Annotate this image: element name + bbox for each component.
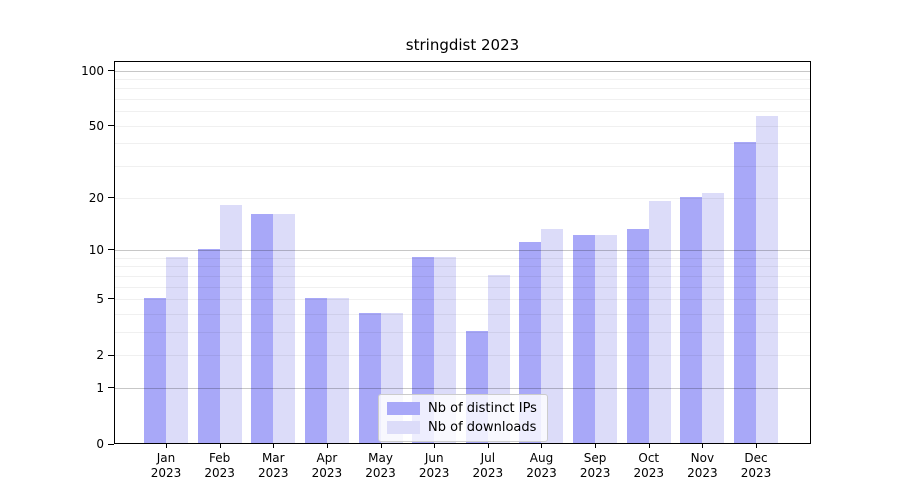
x-tick-label-may: May 2023	[365, 451, 396, 480]
x-tick-jul	[487, 444, 489, 448]
x-tick-jan	[166, 444, 167, 448]
bar-downloads-dec	[756, 115, 779, 443]
ips-color-swatch	[387, 402, 420, 415]
x-tick-aug	[541, 444, 543, 448]
bar-downloads-oct	[648, 200, 671, 443]
bar-ips-jan	[144, 298, 166, 443]
gridline-30	[115, 166, 810, 168]
gridline-50	[115, 125, 810, 127]
x-tick-jun	[434, 444, 436, 448]
y-tick-20	[108, 197, 114, 199]
gridline-20	[115, 197, 810, 199]
bar-downloads-feb	[219, 204, 242, 443]
x-tick-label-jun: Jun 2023	[418, 451, 450, 480]
gridline-4	[115, 313, 810, 315]
y-tick-label-100: 100	[81, 63, 104, 78]
bar-downloads-apr	[326, 298, 349, 443]
x-tick-label-apr: Apr 2023	[311, 451, 343, 480]
y-tick-label-10: 10	[88, 242, 104, 257]
y-tick-10	[108, 249, 114, 251]
x-tick-apr	[326, 444, 328, 448]
bar-downloads-aug	[541, 229, 564, 443]
y-tick-label-1: 1	[96, 380, 104, 395]
y-tick-label-2: 2	[96, 348, 104, 363]
x-tick-sep	[595, 444, 597, 448]
x-tick-label-aug: Aug 2023	[526, 451, 557, 480]
plot-area	[114, 61, 811, 444]
gridline-5	[115, 298, 810, 300]
gridline-90	[115, 78, 810, 80]
x-tick-mar	[273, 444, 275, 448]
y-tick-1	[108, 387, 114, 389]
bar-downloads-jan	[166, 256, 188, 443]
x-tick-may	[380, 444, 382, 448]
x-tick-label-sep: Sep 2023	[579, 451, 611, 480]
gridline-3	[115, 331, 810, 333]
bar-downloads-nov	[702, 192, 725, 443]
x-tick-dec	[756, 444, 758, 448]
gridline-7	[115, 275, 810, 277]
y-tick-label-5: 5	[96, 291, 104, 306]
y-tick-label-20: 20	[88, 190, 104, 205]
bar-downloads-mar	[273, 213, 296, 443]
gridline-40	[115, 143, 810, 145]
x-tick-label-jul: Jul 2023	[472, 451, 504, 480]
bar-ips-apr	[304, 298, 327, 443]
bar-ips-nov	[680, 196, 703, 443]
legend-item-ips: Nb of distinct IPs	[387, 401, 537, 416]
gridline-9	[115, 257, 810, 259]
bar-ips-aug	[519, 241, 542, 443]
chart-title: stringdist 2023	[405, 36, 520, 54]
bar-ips-oct	[626, 229, 649, 443]
y-tick-50	[108, 125, 114, 127]
x-tick-label-mar: Mar 2023	[257, 451, 289, 480]
x-tick-nov	[702, 444, 704, 448]
gridline-2	[115, 355, 810, 357]
y-tick-100	[108, 70, 114, 71]
x-tick-label-jan: Jan 2023	[150, 451, 182, 480]
legend-label-ips: Nb of distinct IPs	[428, 401, 537, 416]
x-tick-label-nov: Nov 2023	[687, 451, 718, 480]
legend: Nb of distinct IPs Nb of downloads	[378, 394, 548, 442]
bar-ips-dec	[734, 142, 757, 443]
gridline-100	[115, 70, 810, 72]
gridline-80	[115, 88, 810, 90]
x-tick-label-oct: Oct 2023	[633, 451, 665, 480]
gridline-8	[115, 266, 810, 268]
x-tick-label-feb: Feb 2023	[204, 451, 235, 480]
x-tick-oct	[648, 444, 650, 448]
gridline-6	[115, 286, 810, 288]
x-tick-feb	[219, 444, 221, 448]
bar-ips-sep	[573, 235, 596, 443]
legend-item-downloads: Nb of downloads	[387, 420, 537, 435]
gridline-60	[115, 111, 810, 113]
bar-downloads-sep	[595, 235, 618, 443]
gridline-10	[115, 249, 810, 251]
gridline-1	[115, 387, 810, 389]
bar-ips-may	[358, 312, 381, 443]
bar-ips-mar	[251, 213, 274, 443]
y-tick-2	[108, 354, 114, 356]
x-tick-label-dec: Dec 2023	[740, 451, 772, 480]
downloads-color-swatch	[387, 421, 420, 434]
y-tick-0	[108, 443, 114, 445]
y-tick-5	[108, 298, 114, 300]
legend-label-downloads: Nb of downloads	[428, 420, 537, 435]
gridline-70	[115, 99, 810, 101]
y-tick-label-50: 50	[88, 118, 104, 133]
bar-ips-feb	[197, 248, 220, 443]
y-tick-label-0: 0	[96, 437, 104, 451]
